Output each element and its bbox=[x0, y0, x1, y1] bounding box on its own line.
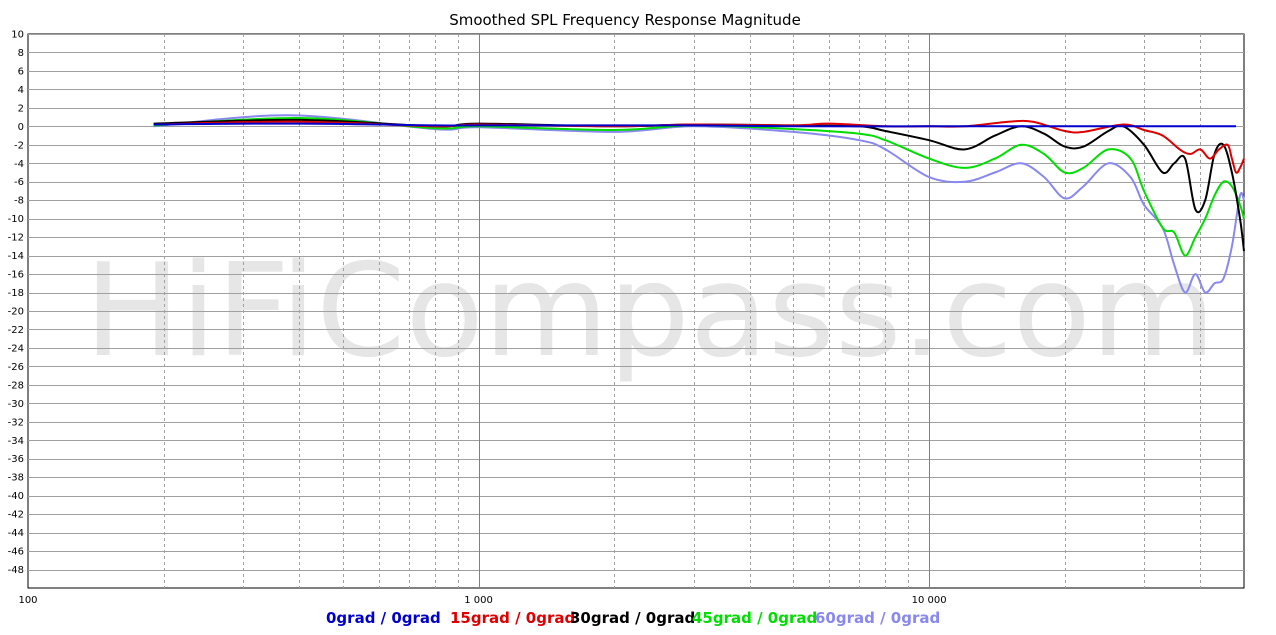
y-tick-label: -20 bbox=[8, 307, 24, 318]
y-tick-label: -6 bbox=[14, 177, 24, 188]
y-tick-label: -32 bbox=[8, 417, 24, 428]
y-tick-label: -40 bbox=[8, 491, 24, 502]
y-tick-label: -4 bbox=[14, 159, 24, 170]
legend-entry: 15grad / 0grad bbox=[450, 609, 575, 627]
series-line-2 bbox=[153, 118, 1245, 252]
legend-entry: 30grad / 0grad bbox=[570, 609, 695, 627]
y-tick-label: -30 bbox=[8, 399, 24, 410]
y-tick-label: -24 bbox=[8, 343, 24, 354]
y-tick-label: -48 bbox=[8, 565, 24, 576]
x-tick-label: 10 000 bbox=[912, 595, 947, 606]
series-line-4 bbox=[153, 114, 1245, 294]
y-tick-label: -22 bbox=[8, 325, 24, 336]
y-tick-label: -10 bbox=[8, 214, 24, 225]
x-tick-label: 100 bbox=[18, 595, 37, 606]
series-line-3 bbox=[153, 116, 1245, 257]
y-tick-labels: 10 8 6 4 2 0 -2 -4 -6 -8 -10 -12 -14 -16 -18 -20 -22 -24 -… bbox=[8, 30, 24, 577]
y-tick-label: -12 bbox=[8, 233, 24, 244]
y-tick-label: -28 bbox=[8, 380, 24, 391]
y-tick-label: -46 bbox=[8, 547, 24, 558]
y-tick-label: 6 bbox=[18, 66, 24, 77]
legend-entry: 60grad / 0grad bbox=[815, 609, 940, 627]
y-tick-label: 10 bbox=[11, 30, 24, 41]
y-tick-label: -18 bbox=[8, 288, 24, 299]
y-tick-label: -34 bbox=[8, 436, 24, 447]
x-tick-label: 1 000 bbox=[464, 595, 493, 606]
y-tick-label: 8 bbox=[18, 48, 24, 59]
y-tick-label: -44 bbox=[8, 528, 24, 539]
y-tick-label: 0 bbox=[18, 122, 24, 133]
chart-title: Smoothed SPL Frequency Response Magnitud… bbox=[449, 11, 801, 29]
y-tick-label: -38 bbox=[8, 473, 24, 484]
x-tick-labels: 100 1 000 10 000 bbox=[18, 595, 946, 606]
grid-layer bbox=[28, 34, 1244, 588]
legend-entry: 45grad / 0grad bbox=[692, 609, 817, 627]
y-tick-label: -26 bbox=[8, 362, 24, 373]
y-tick-label: 2 bbox=[18, 103, 24, 114]
y-tick-label: -16 bbox=[8, 270, 24, 281]
y-tick-label: -8 bbox=[14, 196, 24, 207]
y-tick-label: 4 bbox=[18, 85, 24, 96]
y-tick-label: -2 bbox=[14, 140, 24, 151]
series-layer bbox=[153, 114, 1245, 294]
legend-entry: 0grad / 0grad bbox=[326, 609, 441, 627]
y-tick-label: -36 bbox=[8, 454, 24, 465]
series-line-0 bbox=[153, 122, 1236, 128]
y-tick-label: -42 bbox=[8, 510, 24, 521]
y-tick-label: -14 bbox=[8, 251, 24, 262]
